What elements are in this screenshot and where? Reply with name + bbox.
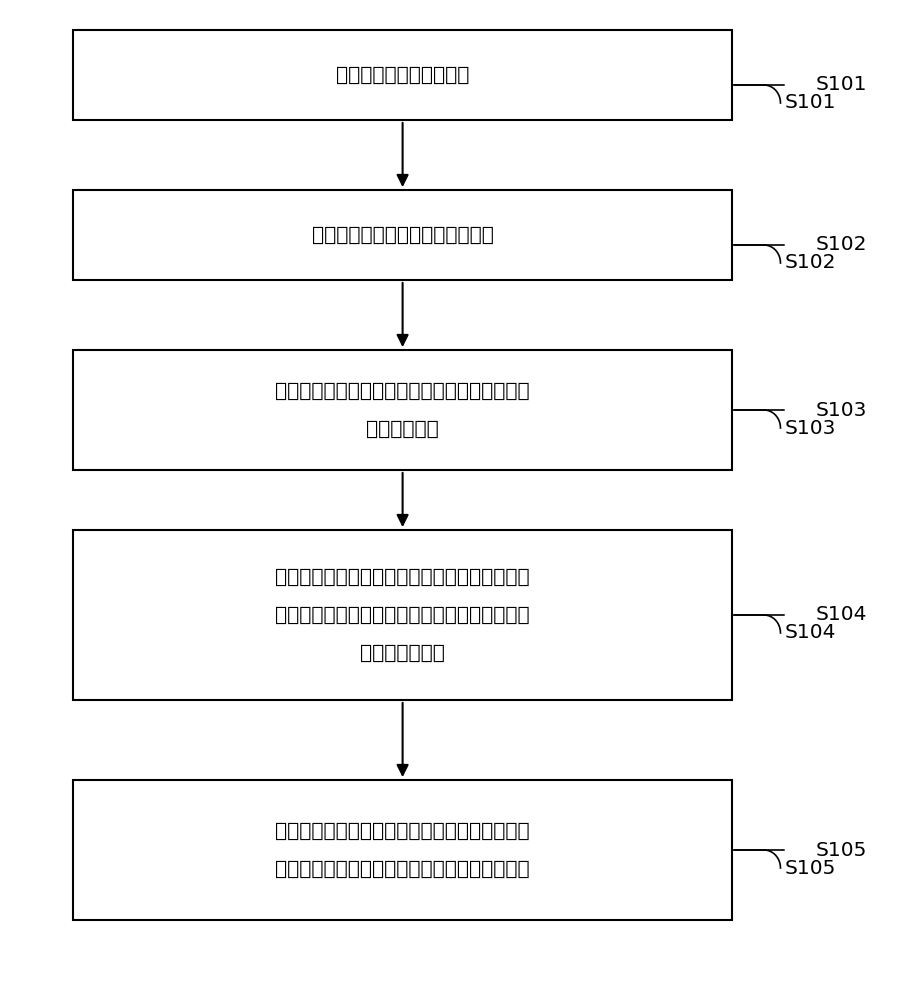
Text: S101: S101 <box>785 94 836 112</box>
FancyBboxPatch shape <box>73 530 732 700</box>
FancyBboxPatch shape <box>73 190 732 280</box>
Text: S104: S104 <box>816 605 867 624</box>
Text: 场所的进出人数: 场所的进出人数 <box>361 644 445 662</box>
Text: 根据面部人头目标框的数量或第一时间段内目标: 根据面部人头目标框的数量或第一时间段内目标 <box>275 822 530 840</box>
Text: S101: S101 <box>816 76 867 95</box>
Text: 部人头目标框: 部人头目标框 <box>366 419 439 438</box>
Text: 场所的进出人数，确定目标场所的当前排队人数: 场所的进出人数，确定目标场所的当前排队人数 <box>275 859 530 878</box>
Text: 获取目标场所的环境图像: 获取目标场所的环境图像 <box>336 66 469 85</box>
FancyBboxPatch shape <box>73 350 732 470</box>
Text: 确定出目标检测区域中的面部人头目标框和非面: 确定出目标检测区域中的面部人头目标框和非面 <box>275 381 530 400</box>
Text: S104: S104 <box>785 624 836 643</box>
Text: S102: S102 <box>816 235 867 254</box>
Text: 根据任意时间段内各目标检测区域的面部人头目: 根据任意时间段内各目标检测区域的面部人头目 <box>275 568 530 586</box>
Text: S103: S103 <box>816 400 867 420</box>
Text: S105: S105 <box>816 840 867 859</box>
FancyBboxPatch shape <box>73 780 732 920</box>
Text: S103: S103 <box>785 418 836 438</box>
Text: S105: S105 <box>785 858 836 878</box>
Text: 标框和非面部人头目标框，确定该时间段内目标: 标框和非面部人头目标框，确定该时间段内目标 <box>275 605 530 624</box>
Text: 确定出环境图像中的目标检测区域: 确定出环境图像中的目标检测区域 <box>312 226 493 244</box>
FancyBboxPatch shape <box>73 30 732 120</box>
Text: S102: S102 <box>785 253 836 272</box>
